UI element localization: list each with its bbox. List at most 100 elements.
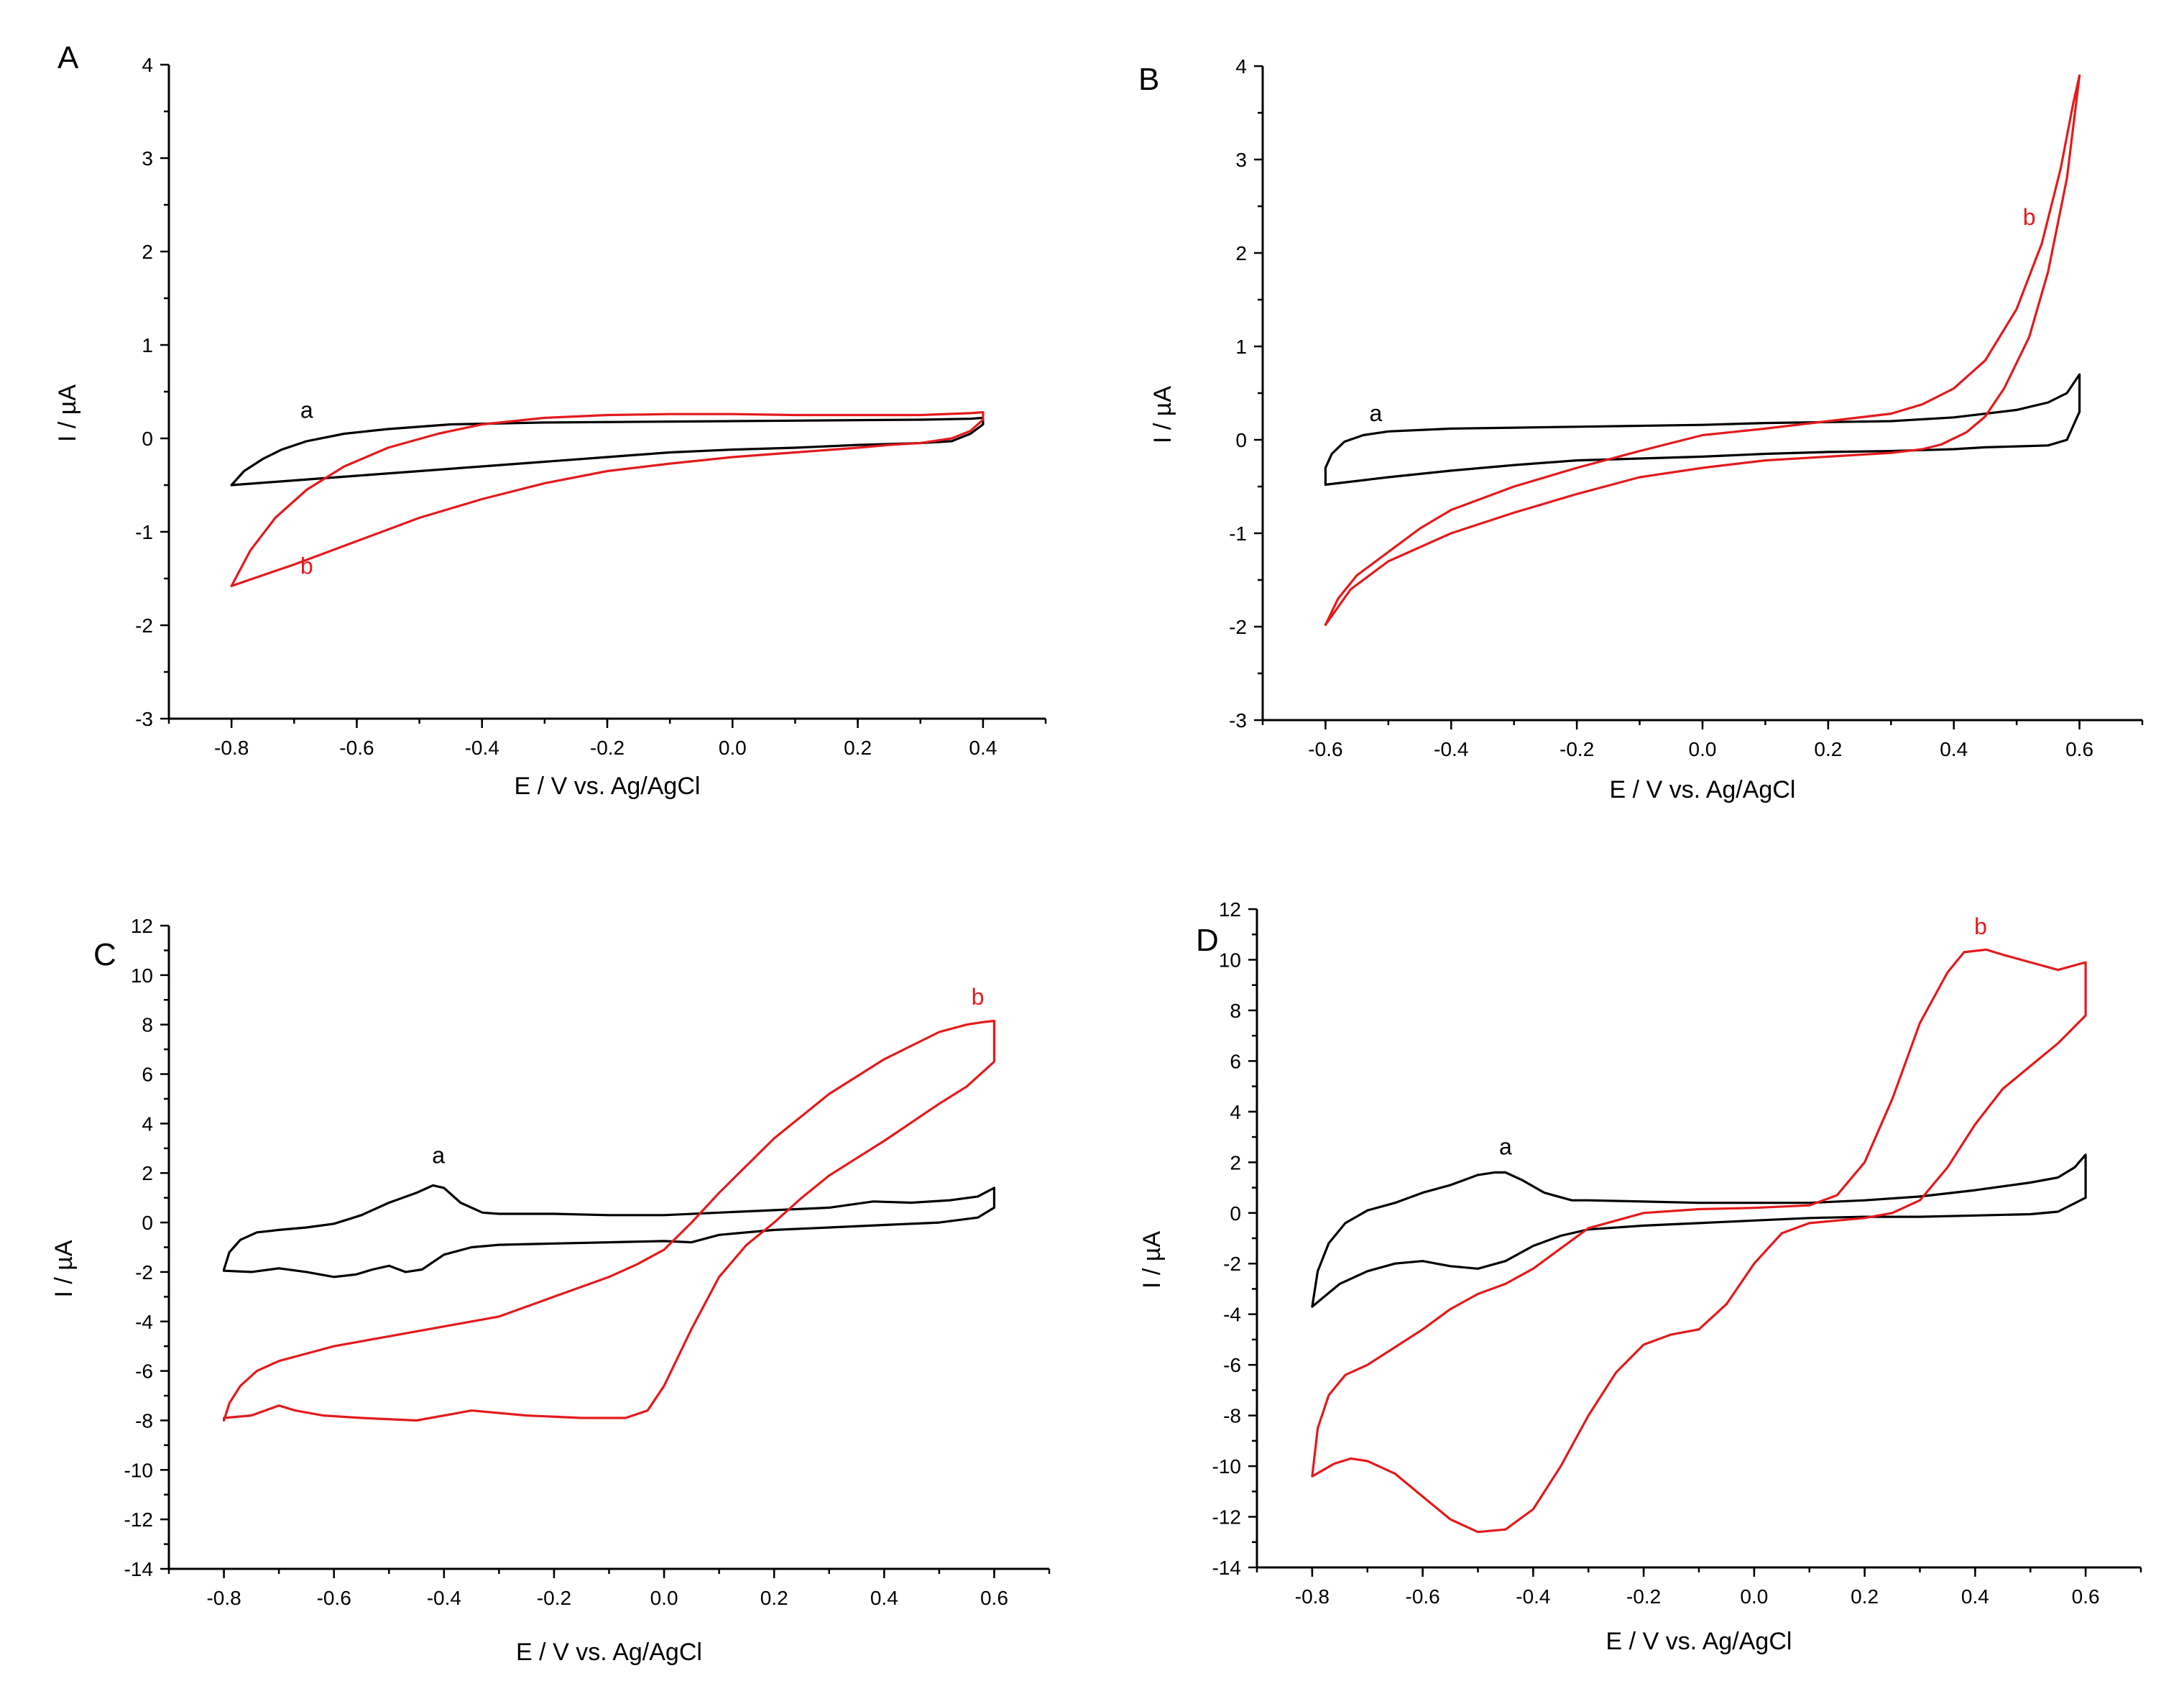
x-tick-label-b: 0.4 bbox=[1940, 738, 1968, 760]
chart-d: D -14 -12 -10 -8 -6 -4 -2 0 2 4 6 8 10 12 -0.8 -0.6 -0.4 -… bbox=[1138, 898, 2142, 1655]
x-tick-label-a: 0.2 bbox=[844, 737, 872, 759]
y-tick-label-d: -10 bbox=[1212, 1455, 1241, 1478]
y-tick-label-c: -4 bbox=[135, 1311, 153, 1333]
y-tick-label-b: 4 bbox=[1235, 55, 1247, 78]
y-tick-label-c: -6 bbox=[135, 1360, 153, 1383]
y-tick-label-d: 6 bbox=[1230, 1050, 1241, 1072]
y-tick-label-c: 6 bbox=[142, 1064, 153, 1086]
y-tick-label-a: 3 bbox=[142, 147, 153, 170]
x-tick-label-d: 0.2 bbox=[1851, 1585, 1879, 1608]
x-tick-label-c: -0.8 bbox=[206, 1587, 241, 1609]
y-tick-label-d: -14 bbox=[1212, 1557, 1241, 1579]
series-b-label-d: b bbox=[1974, 913, 1987, 939]
y-tick-label-c: 10 bbox=[131, 964, 153, 987]
series-a-curve-c bbox=[223, 1184, 995, 1279]
y-tick-label-a: 4 bbox=[142, 54, 153, 76]
x-axis-title-d: E / V vs. Ag/AgCl bbox=[1606, 1628, 1792, 1655]
series-b-label-a: b bbox=[300, 553, 313, 579]
series-a-label-d: a bbox=[1499, 1134, 1512, 1160]
y-tick-label-b: -2 bbox=[1229, 616, 1247, 638]
y-tick-label-a: -1 bbox=[135, 521, 153, 543]
y-tick-label-a: 1 bbox=[142, 334, 153, 356]
series-b-curve-c bbox=[223, 1019, 995, 1422]
x-tick-label-a: -0.4 bbox=[465, 737, 499, 759]
x-tick-label-a: -0.8 bbox=[214, 737, 249, 759]
y-tick-label-a: -2 bbox=[135, 614, 153, 637]
panel-a: A -3 -2 -1 0 1 2 3 4 -0.8 -0.6 -0.4 -0.2 0.0 0.2 0.4 E /… bbox=[0, 0, 1092, 843]
y-axis-title-b: I / µA bbox=[1149, 386, 1176, 443]
series-a-curve-a bbox=[230, 416, 985, 487]
series-a-label-a: a bbox=[300, 397, 313, 423]
x-tick-label-b: 0.6 bbox=[2065, 738, 2093, 760]
x-tick-label-a: 0.0 bbox=[719, 737, 747, 759]
y-tick-label-d: 4 bbox=[1230, 1101, 1241, 1123]
y-tick-label-d: 12 bbox=[1219, 898, 1241, 921]
series-a-curve-d bbox=[1311, 1153, 2087, 1308]
x-tick-label-c: 0.2 bbox=[760, 1587, 788, 1609]
panel-letter-a: A bbox=[57, 40, 79, 75]
y-axis-title-c: I / µA bbox=[50, 1240, 78, 1297]
series-a-curve-b bbox=[1324, 373, 2081, 486]
series-b-curve-a bbox=[230, 411, 985, 587]
x-tick-label-b: -0.6 bbox=[1308, 738, 1342, 760]
panel-c: C -14 -12 -10 -8 -6 -4 -2 0 2 4 6 8 10 12 -0.8 -0.6 -0.4 -… bbox=[0, 843, 1092, 1686]
x-tick-label-c: -0.4 bbox=[427, 1587, 461, 1609]
y-tick-label-c: -2 bbox=[135, 1261, 153, 1284]
x-tick-label-c: -0.6 bbox=[317, 1587, 351, 1609]
x-tick-label-d: -0.2 bbox=[1626, 1585, 1661, 1608]
y-axis-title-d: I / µA bbox=[1138, 1231, 1166, 1289]
y-tick-label-d: -12 bbox=[1212, 1506, 1241, 1529]
x-tick-label-b: 0.2 bbox=[1814, 738, 1842, 760]
x-tick-label-c: -0.2 bbox=[537, 1587, 571, 1609]
panel-b: B -3 -2 -1 0 1 2 3 4 -0.6 -0.4 -0.2 0.0 0.2 0.4 0.6 E / … bbox=[1092, 0, 2184, 843]
y-tick-label-d: -8 bbox=[1223, 1405, 1241, 1427]
x-tick-label-a: 0.4 bbox=[969, 737, 997, 759]
series-a-label-b: a bbox=[1369, 400, 1382, 426]
y-tick-label-b: 3 bbox=[1235, 149, 1247, 171]
panel-letter-d: D bbox=[1196, 923, 1219, 958]
y-tick-label-c: 4 bbox=[142, 1113, 153, 1135]
y-tick-label-c: -10 bbox=[124, 1459, 153, 1481]
x-axis-title-b: E / V vs. Ag/AgCl bbox=[1610, 776, 1796, 803]
panel-letter-c: C bbox=[93, 937, 116, 972]
series-b-curve-b bbox=[1324, 74, 2081, 626]
y-tick-label-a: 2 bbox=[142, 241, 153, 263]
x-tick-label-a: -0.6 bbox=[339, 737, 374, 759]
y-tick-label-c: 8 bbox=[142, 1014, 153, 1036]
x-tick-label-d: 0.0 bbox=[1740, 1585, 1768, 1608]
series-b-label-c: b bbox=[972, 984, 985, 1010]
series-b-curve-d bbox=[1311, 948, 2087, 1534]
y-tick-label-c: 12 bbox=[131, 915, 153, 937]
x-tick-label-d: 0.6 bbox=[2072, 1585, 2100, 1608]
y-tick-label-d: 2 bbox=[1230, 1151, 1241, 1174]
chart-c: C -14 -12 -10 -8 -6 -4 -2 0 2 4 6 8 10 12 -0.8 -0.6 -0.4 -… bbox=[50, 915, 1051, 1666]
x-tick-label-c: 0.6 bbox=[980, 1587, 1008, 1609]
y-tick-label-d: -6 bbox=[1223, 1354, 1241, 1376]
x-tick-label-a: -0.2 bbox=[590, 737, 625, 759]
x-tick-label-d: 0.4 bbox=[1961, 1585, 1989, 1608]
y-tick-label-b: 0 bbox=[1235, 429, 1247, 451]
series-a-label-c: a bbox=[432, 1142, 445, 1168]
panel-d: D -14 -12 -10 -8 -6 -4 -2 0 2 4 6 8 10 12 -0.8 -0.6 -0.4 -… bbox=[1092, 843, 2184, 1686]
y-tick-label-b: 1 bbox=[1235, 336, 1247, 358]
y-tick-label-d: 0 bbox=[1230, 1202, 1241, 1225]
x-axis-title-a: E / V vs. Ag/AgCl bbox=[515, 773, 701, 800]
y-tick-label-c: 0 bbox=[142, 1212, 153, 1234]
x-tick-label-b: -0.2 bbox=[1559, 738, 1594, 760]
y-tick-label-d: 10 bbox=[1219, 949, 1241, 971]
y-axis-title-a: I / µA bbox=[54, 384, 81, 442]
x-tick-label-d: -0.4 bbox=[1516, 1585, 1550, 1608]
x-axis-title-c: E / V vs. Ag/AgCl bbox=[516, 1639, 702, 1666]
y-tick-label-c: -8 bbox=[135, 1409, 153, 1432]
y-tick-label-a: -3 bbox=[135, 708, 153, 730]
y-tick-label-d: -4 bbox=[1223, 1304, 1241, 1326]
series-b-label-b: b bbox=[2023, 204, 2036, 230]
x-tick-label-c: 0.4 bbox=[870, 1587, 898, 1609]
y-tick-label-c: 2 bbox=[142, 1162, 153, 1184]
y-tick-label-d: 8 bbox=[1230, 1000, 1241, 1022]
x-tick-label-d: -0.6 bbox=[1406, 1585, 1440, 1608]
y-tick-label-c: -14 bbox=[124, 1558, 153, 1580]
chart-a: A -3 -2 -1 0 1 2 3 4 -0.8 -0.6 -0.4 -0.2 0.0 0.2 0.4 E /… bbox=[54, 40, 1047, 800]
y-tick-label-a: 0 bbox=[142, 428, 153, 450]
